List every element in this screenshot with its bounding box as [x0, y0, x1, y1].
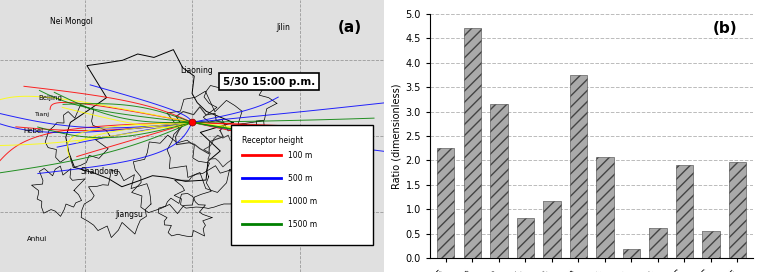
- Bar: [649, 228, 667, 258]
- Text: 1000 m: 1000 m: [288, 197, 317, 206]
- Text: Hebei: Hebei: [23, 128, 43, 134]
- Text: Liaoning: Liaoning: [180, 66, 213, 75]
- Text: Shandong: Shandong: [81, 167, 119, 176]
- Text: (b): (b): [712, 21, 737, 36]
- Bar: [463, 28, 481, 258]
- Bar: [702, 231, 720, 258]
- Bar: [438, 148, 454, 258]
- Text: (a): (a): [338, 20, 361, 35]
- Text: 1500 m: 1500 m: [288, 220, 317, 229]
- Bar: [729, 162, 746, 258]
- Text: 5/30 15:00 p.m.: 5/30 15:00 p.m.: [223, 77, 315, 86]
- Y-axis label: Ratio (dimensionless): Ratio (dimensionless): [391, 83, 401, 189]
- Bar: [517, 218, 534, 258]
- Bar: [543, 201, 561, 258]
- Text: Jilin: Jilin: [277, 23, 291, 32]
- Bar: [570, 75, 587, 258]
- Text: Anhui: Anhui: [27, 236, 47, 242]
- Text: Tianj: Tianj: [34, 112, 49, 117]
- Bar: [231, 125, 373, 245]
- Bar: [597, 157, 613, 258]
- Bar: [490, 104, 508, 258]
- Text: 500 m: 500 m: [288, 174, 313, 183]
- Text: Nei Mongol: Nei Mongol: [50, 17, 93, 26]
- Text: Jiangsu: Jiangsu: [116, 210, 143, 220]
- Text: 100 m: 100 m: [288, 150, 313, 160]
- Text: Receptor height: Receptor height: [242, 136, 304, 145]
- Bar: [676, 165, 693, 258]
- Text: Beijing: Beijing: [38, 95, 62, 101]
- Bar: [622, 249, 640, 258]
